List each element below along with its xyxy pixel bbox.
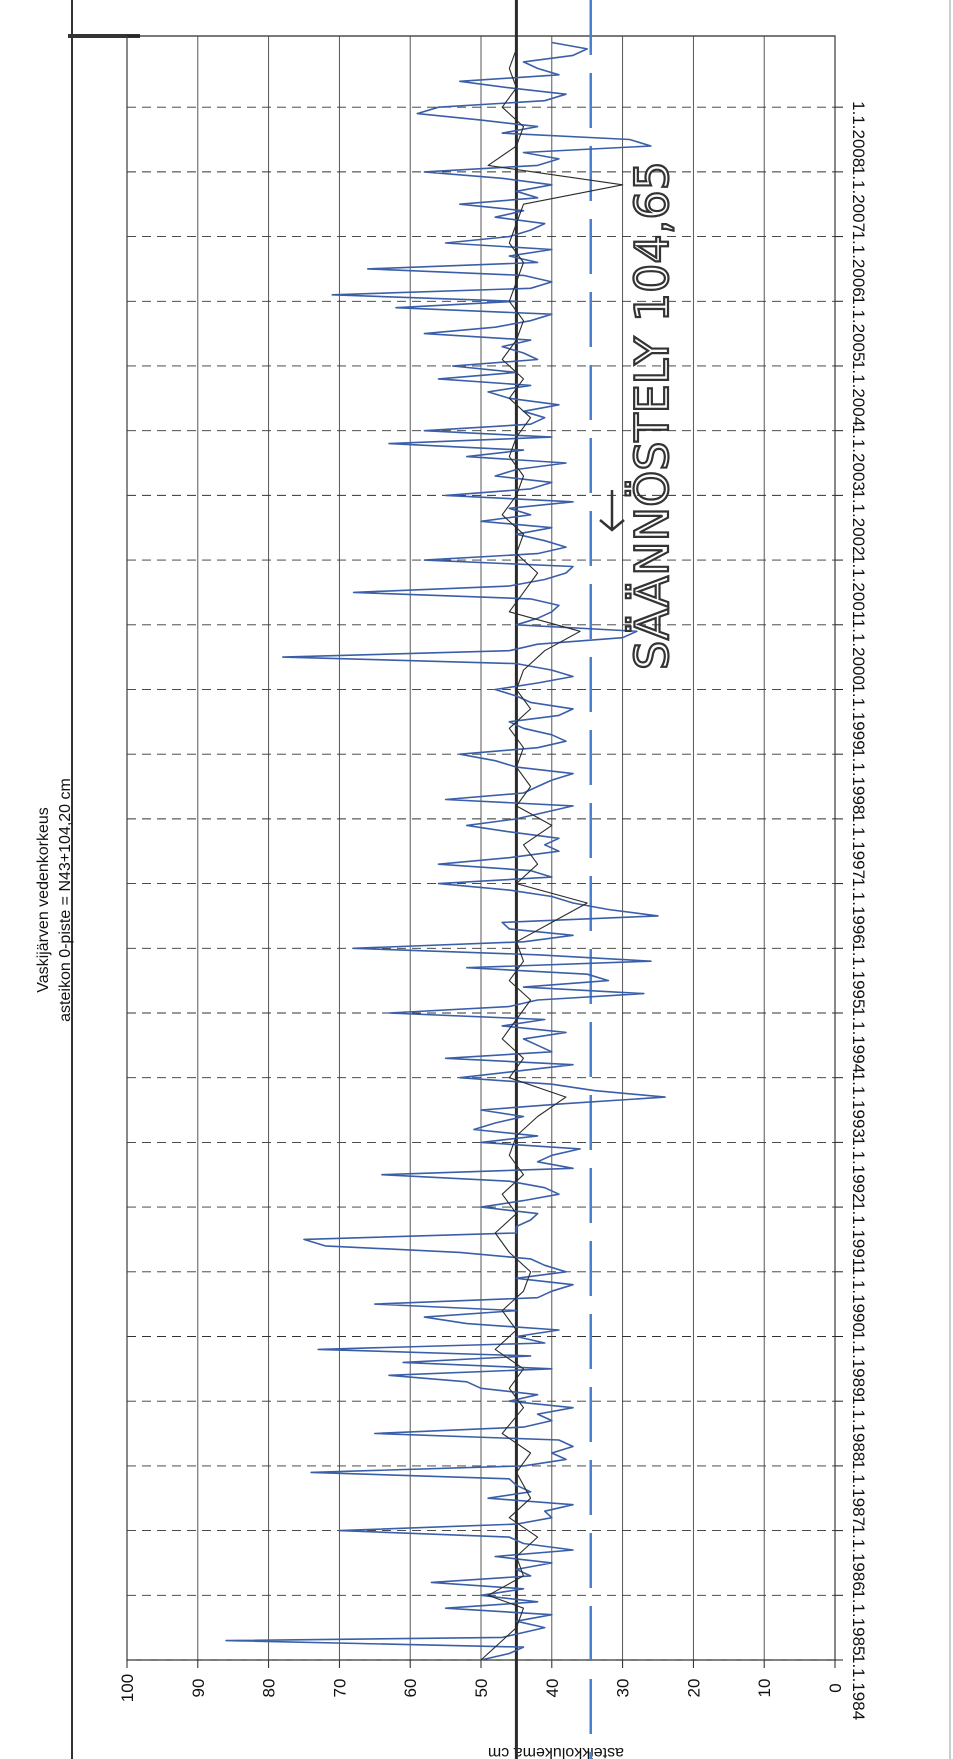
x-tick-label: 1.1.1985 [849, 1589, 868, 1655]
y-tick-label: 60 [401, 1679, 420, 1698]
x-tick-label: 1.1.1996 [849, 878, 868, 944]
handwritten-annotation: SÄÄNNÖSTELY 104,65 [624, 160, 680, 671]
y-tick-label: 40 [543, 1679, 562, 1698]
x-tick-label: 1.1.1988 [849, 1395, 868, 1461]
y-tick-label: 10 [755, 1679, 774, 1698]
x-tick-label: 1.1.1987 [849, 1460, 868, 1526]
y-tick-label: 70 [330, 1679, 349, 1698]
x-tick-label: 1.1.2003 [849, 425, 868, 491]
x-tick-label: 1.1.1990 [849, 1266, 868, 1332]
x-tick-label: 1.1.1994 [849, 1007, 868, 1073]
plot-area: 100 90 80 70 60 50 40 30 20 10 0 1.1.19841.1.19851.… [118, 0, 868, 1759]
x-tick-label: 1.1.1991 [849, 1201, 868, 1267]
x-tick-label: 1.1.2001 [849, 554, 868, 620]
y-axis-label-group: asteikkolukema cm [488, 1744, 624, 1759]
y-tick-label: 100 [118, 1674, 137, 1702]
x-tick-label: 1.1.2004 [849, 360, 868, 426]
series-line-secondary [480, 48, 624, 1661]
x-tick-label: 1.1.1998 [849, 748, 868, 814]
x-tick-label: 1.1.1989 [849, 1330, 868, 1396]
x-tick-label: 1.1.2006 [849, 231, 868, 297]
x-tick-label: 1.1.1995 [849, 942, 868, 1008]
x-tick-label: 1.1.1986 [849, 1525, 868, 1591]
x-tick-label: 1.1.2002 [849, 489, 868, 555]
x-tick-label: 1.1.2007 [849, 166, 868, 232]
x-tick-label: 1.1.1997 [849, 813, 868, 879]
y-tick-label: 0 [826, 1683, 845, 1692]
x-tick-label: 1.1.1984 [849, 1654, 868, 1720]
chart-title-group: Vaskijärven vedenkorkeus asteikon 0-pist… [35, 778, 74, 1022]
chart-subtitle: asteikon 0-piste = N43+104,20 cm [57, 778, 74, 1022]
x-tick-label: 1.1.2008 [849, 101, 868, 167]
x-tick-label: 1.1.1993 [849, 1072, 868, 1138]
x-tick-label: 1.1.2005 [849, 295, 868, 361]
x-tick-label: 1.1.1999 [849, 683, 868, 749]
y-tick-label: 30 [614, 1679, 633, 1698]
chart-title: Vaskijärven vedenkorkeus [35, 807, 52, 993]
annotation-arrow-icon [599, 490, 625, 532]
handwritten-note: SÄÄNNÖSTELY 104,65 [625, 161, 679, 670]
y-tick-label: 90 [189, 1679, 208, 1698]
y-axis-label: asteikkolukema cm [488, 1744, 624, 1759]
y-tick-label: 80 [260, 1679, 279, 1698]
y-tick-label: 50 [472, 1679, 491, 1698]
series-line-primary [225, 41, 666, 1661]
x-tick-label: 1.1.1992 [849, 1136, 868, 1202]
y-tick-label: 20 [684, 1679, 703, 1698]
x-tick-label: 1.1.2000 [849, 619, 868, 685]
